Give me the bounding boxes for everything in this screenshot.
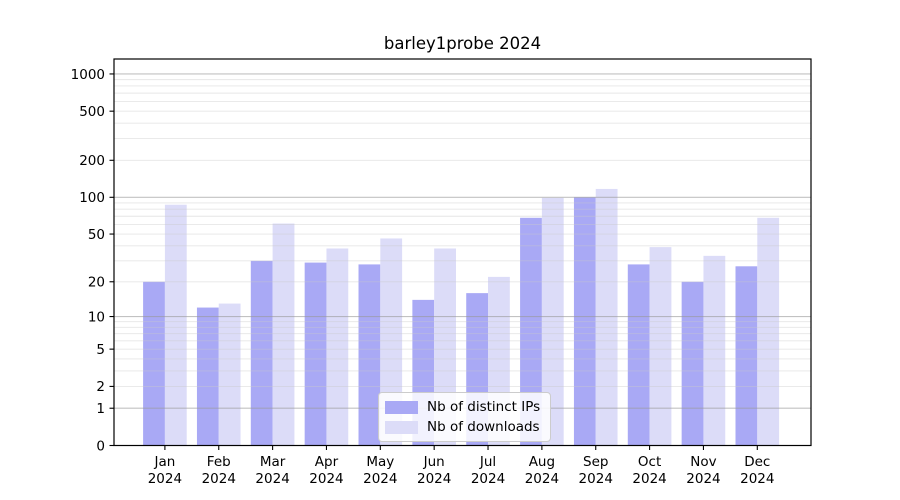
bar-feb-distinct-ips: [196, 307, 219, 446]
bar-aug-downloads: [541, 197, 564, 446]
x-tick-label-jun: Jun 2024: [417, 454, 451, 487]
bar-may-distinct-ips: [358, 264, 381, 446]
bar-feb-downloads: [218, 303, 241, 446]
x-tick-label-jul: Jul 2024: [471, 454, 505, 487]
y-tick-label-100: 100: [79, 190, 105, 206]
bar-mar-downloads: [272, 223, 295, 446]
plot-border: [113, 58, 812, 447]
y-tick-label-200: 200: [79, 153, 105, 169]
y-tick-label-20: 20: [88, 275, 105, 291]
x-tick-label-nov: Nov 2024: [686, 454, 720, 487]
legend-label-distinct-ips: Nb of distinct IPs: [427, 399, 541, 415]
bar-apr-distinct-ips: [304, 262, 327, 446]
bar-apr-downloads: [326, 248, 349, 446]
bar-jan-distinct-ips: [143, 281, 165, 446]
y-tick-label-1000: 1000: [71, 67, 105, 83]
x-tick-label-dec: Dec 2024: [740, 454, 774, 487]
legend-item-distinct-ips: Nb of distinct IPs: [385, 399, 540, 415]
bar-oct-distinct-ips: [627, 264, 650, 446]
bar-nov-downloads: [703, 255, 726, 446]
y-tick-label-5: 5: [96, 342, 105, 358]
bar-sep-distinct-ips: [573, 197, 596, 446]
x-tick-label-sep: Sep 2024: [579, 454, 613, 487]
x-tick-label-mar: Mar 2024: [255, 454, 289, 487]
y-tick-label-10: 10: [88, 309, 105, 325]
legend-label-downloads: Nb of downloads: [427, 419, 540, 435]
bar-nov-distinct-ips: [681, 281, 704, 446]
x-tick-label-may: May 2024: [363, 454, 397, 487]
bar-jan-downloads: [164, 204, 187, 446]
y-tick-label-1: 1: [96, 401, 105, 417]
legend-item-downloads: Nb of downloads: [385, 419, 540, 435]
x-tick-label-apr: Apr 2024: [309, 454, 343, 487]
x-tick-label-aug: Aug 2024: [525, 454, 559, 487]
bar-dec-downloads: [757, 217, 780, 446]
x-tick-label-feb: Feb 2024: [202, 454, 236, 487]
bar-dec-distinct-ips: [735, 266, 758, 446]
bar-oct-downloads: [649, 247, 672, 446]
legend: Nb of distinct IPs Nb of downloads: [378, 392, 552, 442]
x-tick-label-jan: Jan 2024: [148, 454, 182, 487]
legend-swatch-distinct-ips: [385, 400, 418, 414]
y-tick-label-0: 0: [96, 438, 105, 454]
bar-mar-distinct-ips: [250, 260, 273, 446]
chart-title: barley1probe 2024: [383, 34, 542, 53]
y-tick-label-50: 50: [88, 227, 105, 243]
legend-swatch-downloads: [385, 420, 418, 434]
bar-aug-distinct-ips: [520, 217, 542, 446]
x-tick-label-oct: Oct 2024: [632, 454, 666, 487]
y-tick-label-2: 2: [96, 379, 105, 395]
y-tick-label-500: 500: [79, 104, 105, 120]
bar-sep-downloads: [595, 188, 618, 446]
